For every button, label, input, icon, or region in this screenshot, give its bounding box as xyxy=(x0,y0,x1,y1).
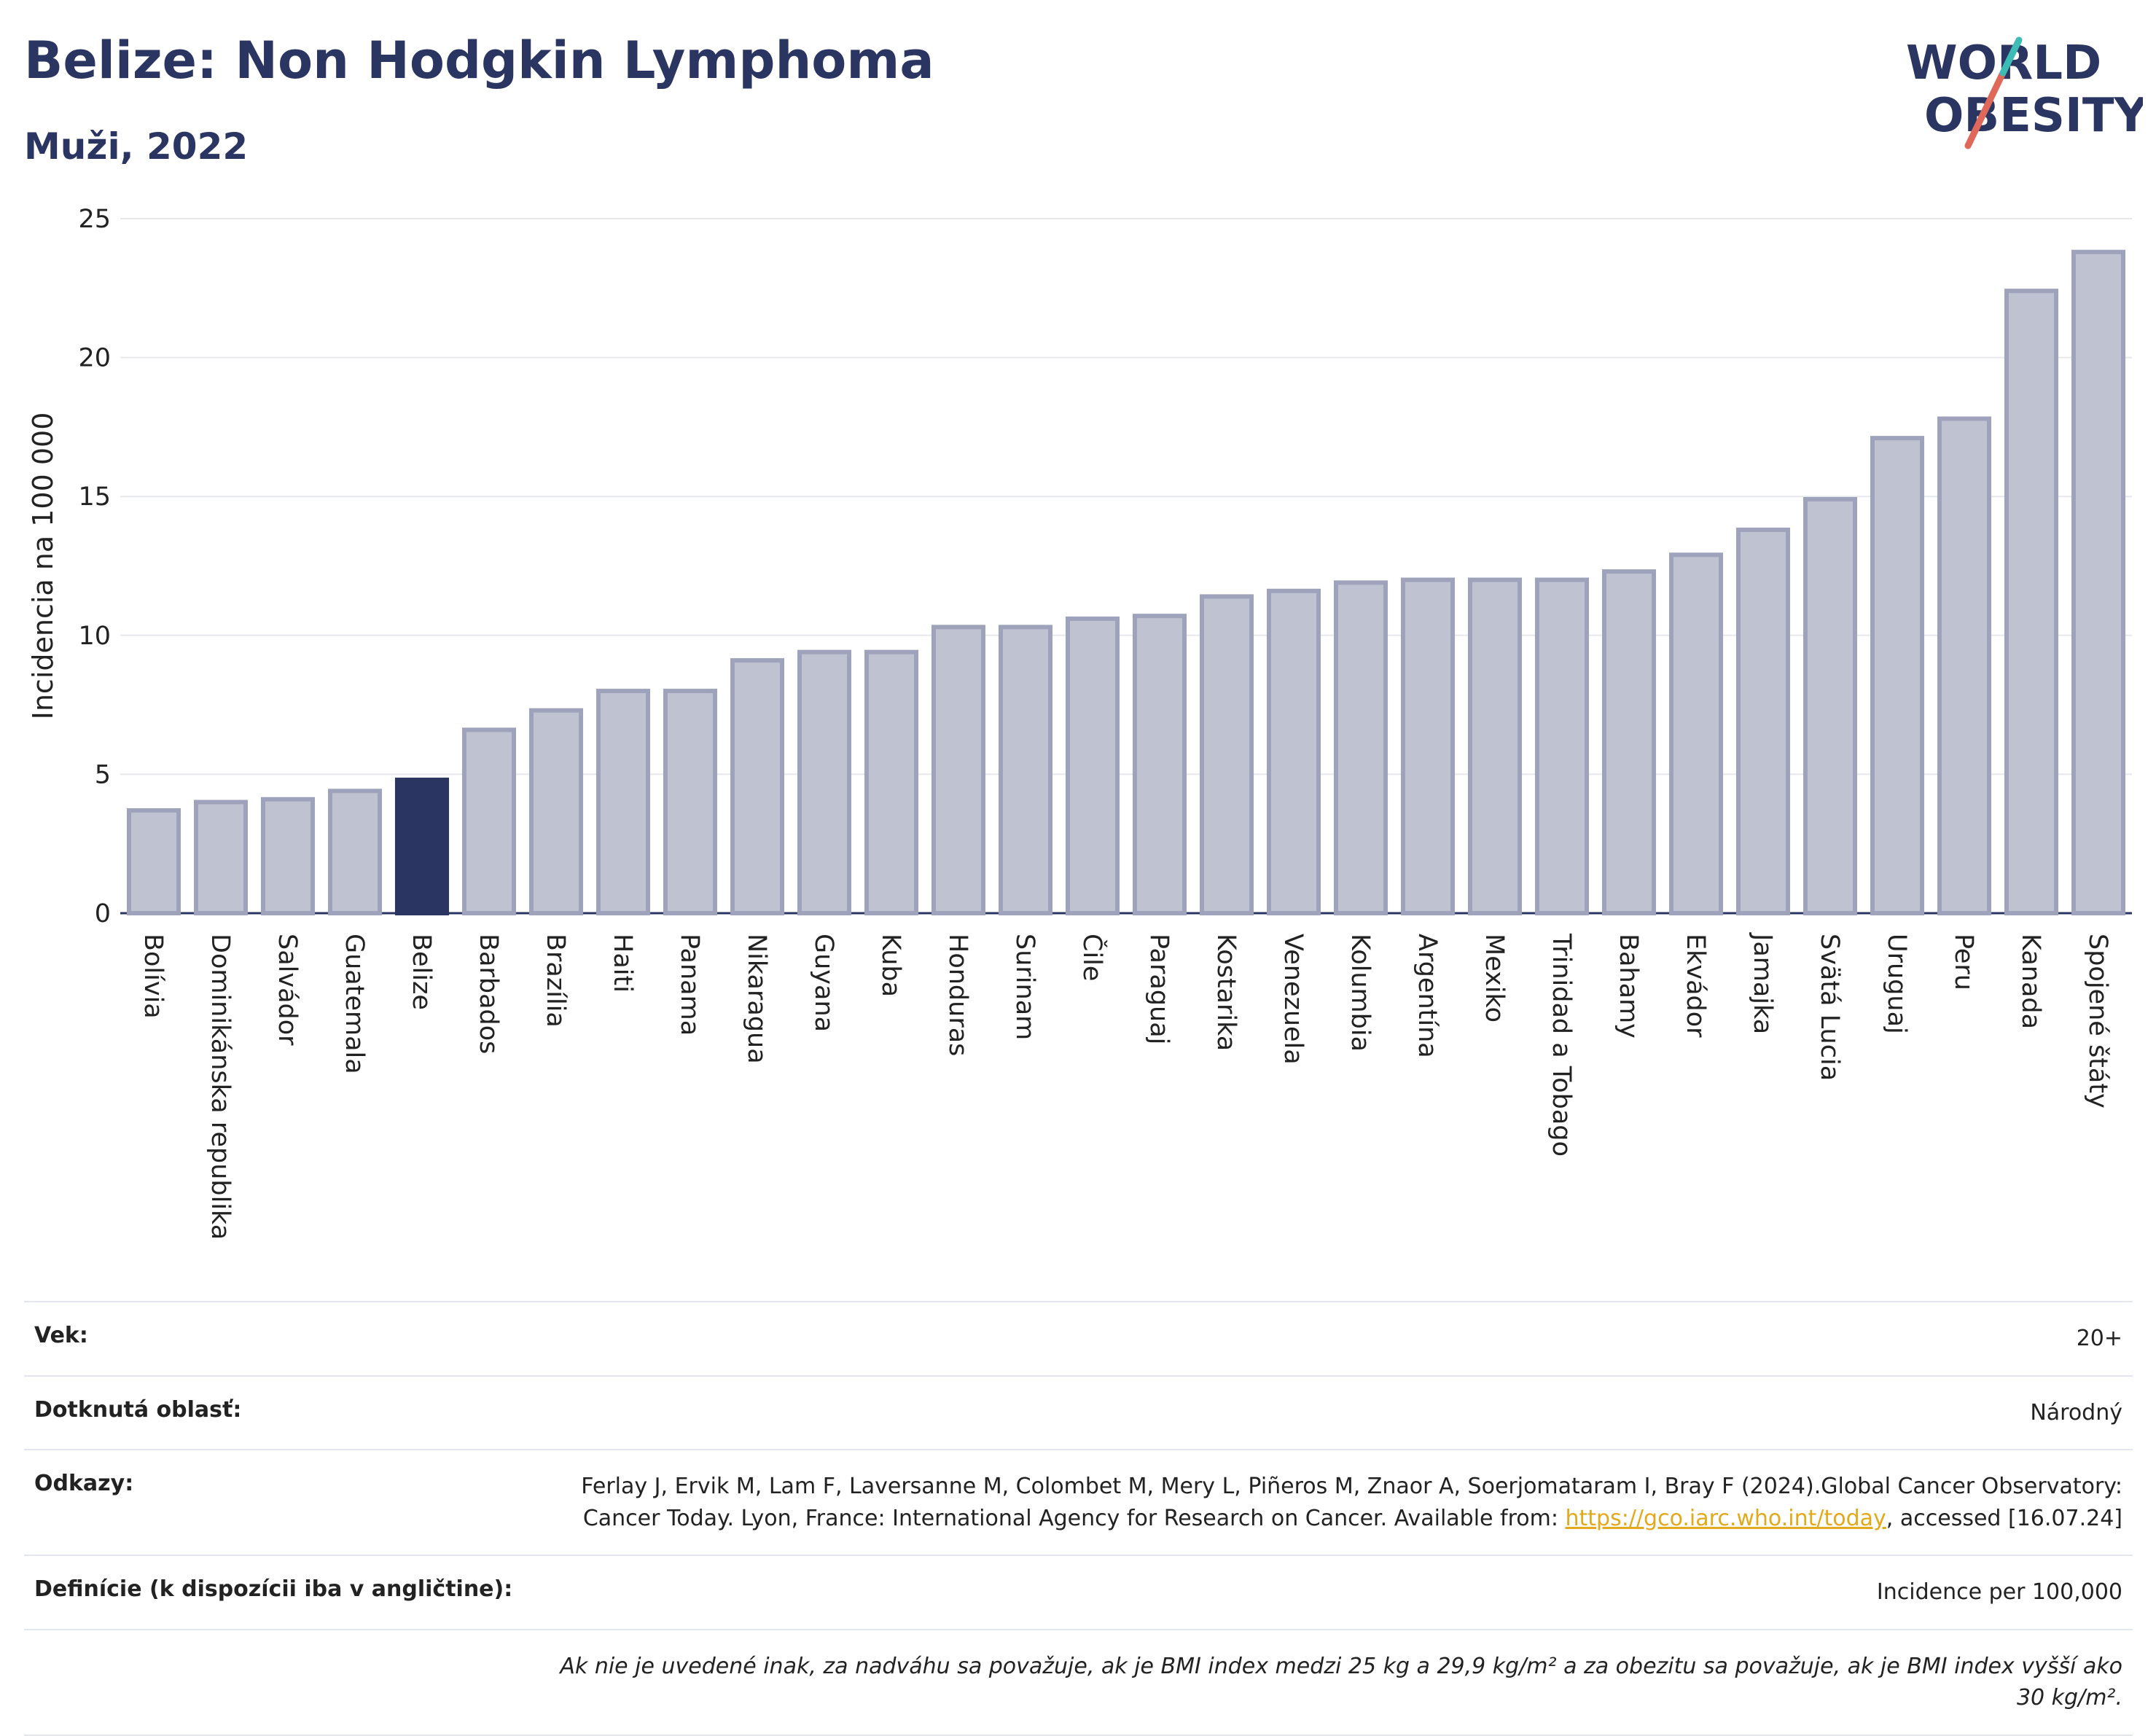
bar-18 xyxy=(1266,588,1321,915)
bar-13 xyxy=(931,625,986,915)
bars xyxy=(126,249,2126,916)
x-tick-label: Salvádor xyxy=(273,934,302,1046)
bar-chart: 0 5 10 15 20 25 Bolívia Dominikánska republika… xyxy=(27,205,2132,1240)
bar-19 xyxy=(1333,580,1388,915)
references-link[interactable]: https://gco.iarc.who.int/today xyxy=(1565,1505,1886,1531)
logo-line-obesity: OBESITY xyxy=(1924,89,2143,143)
x-tick-label: Honduras xyxy=(943,934,972,1056)
definitions-value: Incidence per 100,000 xyxy=(1876,1579,2122,1605)
x-tick-label: Guyana xyxy=(809,934,838,1032)
y-tick-label: 20 xyxy=(78,344,111,373)
x-tick-label: Haiti xyxy=(608,934,637,993)
bar-8 xyxy=(595,689,651,915)
bar-20 xyxy=(1400,577,1456,915)
bar-4 xyxy=(327,789,383,915)
bar-15 xyxy=(1065,616,1120,915)
y-tick-label: 0 xyxy=(95,899,111,928)
bar-17 xyxy=(1199,594,1254,915)
y-axis-title: Incidencia na 100 000 xyxy=(27,413,59,720)
bar-27 xyxy=(1870,436,1925,915)
references-accessed: , accessed [16.07.24] xyxy=(1886,1505,2122,1531)
x-tick-label: Svätá Lucia xyxy=(1815,934,1844,1081)
x-tick-label: Argentína xyxy=(1413,934,1442,1058)
meta-row-age: Vek: 20+ xyxy=(24,1301,2133,1375)
references-value: Ferlay J, Ervik M, Lam F, Laversanne M, … xyxy=(555,1471,2122,1534)
x-tick-label: Brazília xyxy=(541,934,570,1028)
references-text: Ferlay J, Ervik M, Lam F, Laversanne M, … xyxy=(581,1474,2122,1531)
age-label: Vek: xyxy=(34,1323,88,1348)
bar-11 xyxy=(797,649,852,915)
y-tick-label: 15 xyxy=(78,482,111,512)
x-tick-label: Čile xyxy=(1077,934,1108,981)
meta-row-definitions: Definície (k dispozícii iba v angličtine… xyxy=(24,1555,2133,1629)
bar-30 xyxy=(2071,249,2126,915)
x-tick-label: Surinam xyxy=(1010,934,1039,1040)
bar-26 xyxy=(1802,497,1858,915)
x-tick-label: Uruguaj xyxy=(1882,934,1911,1034)
x-tick-label: Bahamy xyxy=(1614,934,1643,1039)
bar-22 xyxy=(1534,577,1590,915)
x-tick-label: Dominikánska republika xyxy=(206,934,235,1240)
x-tick-label: Bolívia xyxy=(138,934,168,1019)
bar-12 xyxy=(864,649,919,915)
y-tick-label: 5 xyxy=(95,760,111,789)
y-tick-label: 10 xyxy=(78,622,111,651)
bar-28 xyxy=(1937,416,1992,915)
world-obesity-logo-icon: WORLD OBESITY xyxy=(1906,36,2143,149)
x-tick-label: Paraguaj xyxy=(1144,934,1173,1044)
x-tick-label: Peru xyxy=(1949,934,1978,990)
x-axis-ticks: Bolívia Dominikánska republika Salvádor Gua… xyxy=(138,932,2112,1240)
bar-29 xyxy=(2004,289,2059,915)
x-tick-label: Nikaragua xyxy=(742,934,771,1064)
x-tick-label: Trinidad a Tobago xyxy=(1547,933,1576,1157)
bar-3 xyxy=(260,797,316,916)
bar-21 xyxy=(1467,577,1523,915)
meta-row-note: Ak nie je uvedené inak, za nadváhu sa po… xyxy=(24,1628,2133,1736)
bar-16 xyxy=(1132,614,1187,916)
bmi-note: Ak nie je uvedené inak, za nadváhu sa po… xyxy=(560,1653,2122,1711)
grid-lines xyxy=(120,218,2132,915)
bar-2 xyxy=(193,799,249,916)
area-label: Dotknutá oblasť: xyxy=(34,1396,242,1423)
area-value: Národný xyxy=(2030,1399,2122,1426)
x-tick-label: Kuba xyxy=(876,934,905,997)
bar-5 xyxy=(394,778,450,916)
x-tick-label: Ekvádor xyxy=(1681,934,1710,1038)
bar-6 xyxy=(461,727,517,916)
x-tick-label: Belize xyxy=(407,934,436,1010)
metadata-table: Vek: 20+ Dotknutá oblasť: Národný Odkazy… xyxy=(24,1301,2133,1736)
x-tick-label: Guatemala xyxy=(340,934,369,1074)
bar-23 xyxy=(1601,569,1657,916)
x-tick-label: Kostarika xyxy=(1211,934,1241,1051)
bar-9 xyxy=(663,689,718,915)
references-label: Odkazy: xyxy=(34,1471,134,1496)
age-value: 20+ xyxy=(2076,1326,2122,1351)
x-tick-label: Panama xyxy=(675,934,704,1036)
x-tick-label: Venezuela xyxy=(1278,934,1308,1065)
logo-line-world: WORLD xyxy=(1906,36,2101,90)
y-tick-label: 25 xyxy=(78,205,111,234)
page-subtitle: Muži, 2022 xyxy=(24,125,249,168)
bar-24 xyxy=(1668,552,1724,915)
bar-14 xyxy=(998,625,1053,915)
bar-25 xyxy=(1735,527,1791,915)
page-title: Belize: Non Hodgkin Lymphoma xyxy=(24,31,934,90)
meta-row-area: Dotknutá oblasť: Národný xyxy=(24,1375,2133,1450)
x-tick-label: Barbados xyxy=(474,934,503,1054)
x-tick-label: Kanada xyxy=(2016,934,2045,1029)
bar-1 xyxy=(126,808,181,916)
x-tick-label: Spojené štáty xyxy=(2083,934,2112,1109)
bar-10 xyxy=(730,658,785,915)
x-tick-label: Jamajka xyxy=(1748,932,1777,1034)
y-axis-ticks: 0 5 10 15 20 25 xyxy=(78,205,111,928)
bar-7 xyxy=(528,708,584,915)
x-tick-label: Mexiko xyxy=(1480,934,1509,1023)
definitions-label: Definície (k dispozícii iba v angličtine… xyxy=(34,1576,513,1602)
x-tick-label: Kolumbia xyxy=(1345,934,1375,1052)
meta-row-references: Odkazy: Ferlay J, Ervik M, Lam F, Lavers… xyxy=(24,1449,2133,1555)
